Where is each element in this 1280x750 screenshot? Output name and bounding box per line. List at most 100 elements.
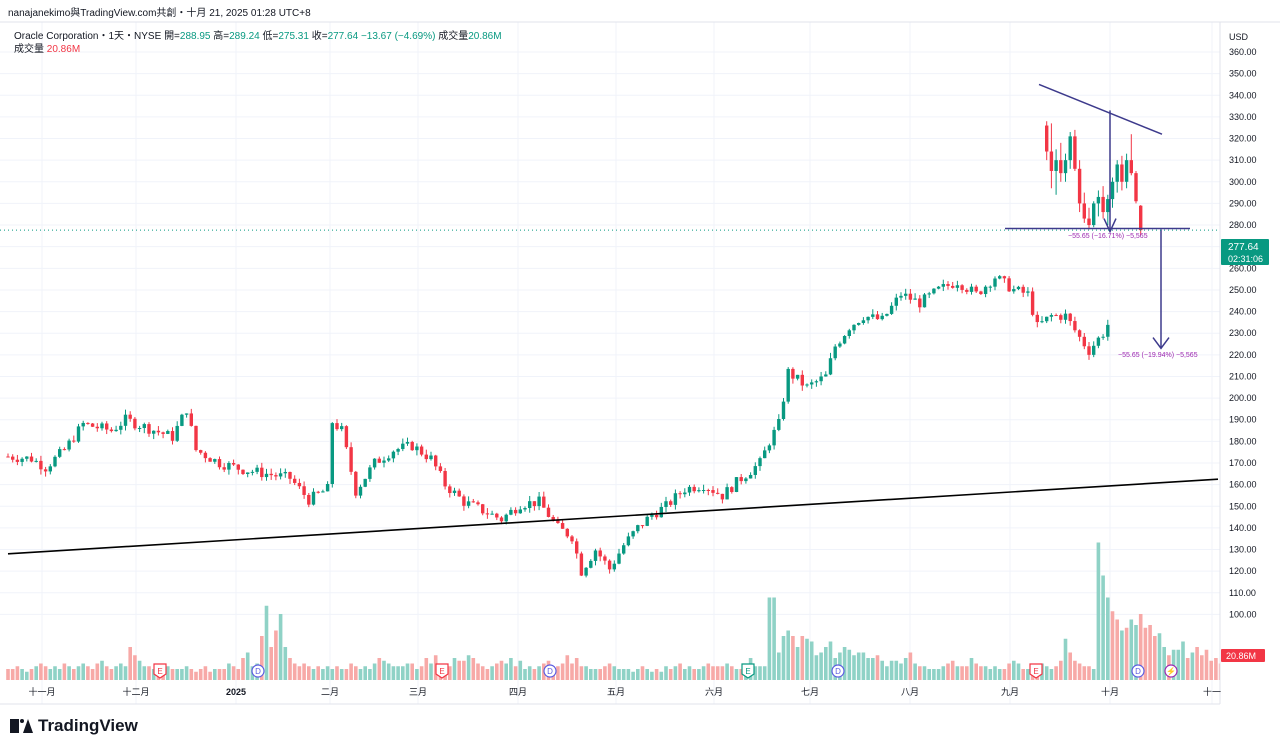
volume-bar [880,660,884,680]
volume-bar [1176,649,1181,680]
candle-body [965,289,969,292]
candle-body [100,423,104,429]
event-marker-letter: D [547,667,553,676]
volume-bar [457,660,461,680]
candle-body [1106,324,1110,337]
candle-body [1054,315,1058,317]
volume-bar [462,660,466,680]
candle-body [354,471,358,496]
y-tick-label: 350.00 [1229,69,1257,79]
candle-body [918,298,922,308]
candle-body [847,330,851,336]
candle-body [147,424,151,434]
volume-bar [260,636,264,680]
measure-label-lower: −55.65 (−19.94%) −5,565 [1118,352,1198,359]
triangle-upper-line[interactable] [1038,83,1163,135]
candle-body [142,424,146,429]
candle-body [1134,173,1138,202]
volume-bar [311,669,316,680]
volume-bar [386,663,391,680]
volume-bar [490,666,494,680]
volume-bar [1200,655,1204,680]
event-marker-letter: D [255,667,261,676]
volume-bar [777,652,781,680]
candle-body [697,490,701,492]
volume-row-value: 20.86 [46,44,72,55]
volume-bar [918,666,922,680]
candle-body [90,423,95,427]
volume-bar [565,655,570,680]
volume-bar [715,666,720,680]
dividend-marker-icon [251,664,265,678]
candle-body [396,449,400,452]
support-trend-line[interactable] [7,478,1219,555]
tradingview-logo-icon [10,719,33,733]
volume-bar [617,669,621,680]
volume-bar [213,669,217,680]
volume-bar [1134,625,1138,680]
candle-body [81,422,85,427]
volume-bar [448,666,452,680]
symbol-label[interactable]: Oracle Corporation・1天・NYSE [14,31,162,42]
candle-body [48,466,52,472]
volume-row-label[interactable]: 成交量 [14,44,44,55]
volume-bar [819,652,823,680]
candle-body [810,382,814,385]
volume-bar [866,658,870,680]
volume-bar [683,669,687,680]
tradingview-logo[interactable]: TradingView [10,716,138,736]
volume-bar [621,669,626,680]
volume-bar [128,647,132,680]
candle-body [1101,336,1105,338]
candle-body [730,487,734,493]
candle-body [466,501,471,506]
volume-bar [1012,660,1016,680]
candle-body [560,523,565,529]
volume-bar [485,669,490,680]
candle-body [969,286,974,292]
candle-body [170,431,175,441]
candle-body [654,514,659,518]
candle-body [589,560,593,568]
volume-bar [932,669,936,680]
candle-body [528,501,532,509]
candle-body [683,492,687,495]
candle-body [852,324,856,331]
candle-body [86,422,90,424]
volume-bar [894,660,899,680]
volume-bars [6,542,1280,680]
candle-body [358,486,363,496]
candle-body [673,493,678,505]
candle-body [330,423,334,484]
candle-body [941,284,945,287]
y-tick-label: 120.00 [1229,566,1257,576]
currency-label[interactable]: USD [1229,32,1249,42]
candle-body [725,487,729,500]
candle-body [114,429,118,432]
candle-body [1007,278,1011,292]
high-label: 高= [213,31,230,42]
dividend-marker-icon [831,664,845,678]
candle-body [269,473,273,476]
candle-body [241,469,245,475]
candle-body [260,467,264,478]
volume-bar [180,669,184,680]
candle-body [509,509,513,515]
volume-bar [245,652,250,680]
volume-bar [1143,627,1148,680]
candle-body [579,553,584,576]
volume-bar [974,663,978,680]
volume-bar [589,669,593,680]
volume-bar [603,666,607,680]
volume-bar [1002,669,1007,680]
volume-bar [885,666,889,680]
volume-bar [988,669,993,680]
candle-body [575,541,579,554]
volume-bar [908,652,913,680]
volume-bar [330,669,335,680]
volume-bar [941,666,946,680]
volume-bar [786,630,790,680]
volume-bar [62,663,67,680]
measure-arrow-upper-head [1103,218,1117,234]
